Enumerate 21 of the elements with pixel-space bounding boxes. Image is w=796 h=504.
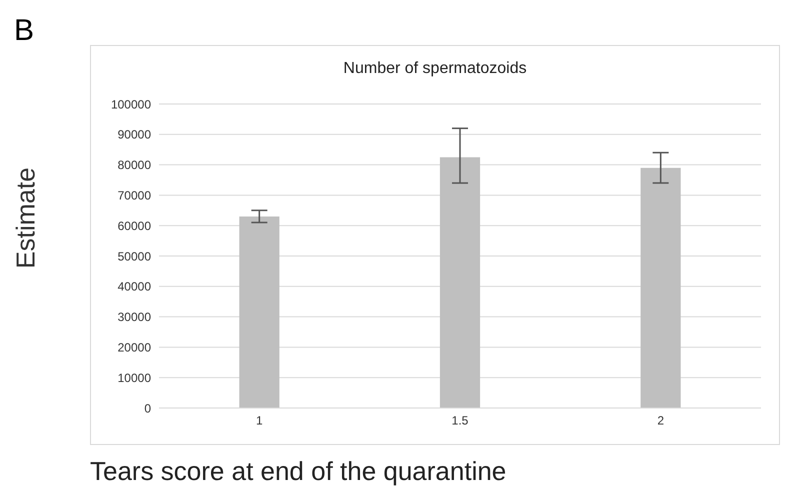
text: B bbox=[14, 14, 34, 48]
y-axis-title: Estimate bbox=[10, 167, 42, 269]
chart-title: Number of spermatozoids bbox=[342, 60, 528, 78]
bar bbox=[640, 168, 681, 408]
y-tick-label: 100000 bbox=[110, 97, 152, 112]
y-tick-label: 0 bbox=[144, 401, 152, 416]
y-tick-label: 40000 bbox=[118, 280, 152, 294]
x-tick-label: 1 bbox=[256, 414, 263, 428]
y-tick-label: 30000 bbox=[118, 310, 152, 324]
y-tick-label: 50000 bbox=[118, 249, 152, 264]
bar bbox=[440, 157, 480, 408]
y-tick-label: 90000 bbox=[118, 128, 152, 142]
y-tick-label: 20000 bbox=[118, 340, 152, 354]
x-tick-label: 2 bbox=[657, 414, 664, 428]
y-tick-label: 80000 bbox=[118, 158, 152, 172]
bar bbox=[239, 216, 280, 408]
x-axis-title: Tears score at end of the quarantine bbox=[90, 456, 508, 487]
y-tick-label: 60000 bbox=[118, 218, 152, 233]
y-tick-label: 10000 bbox=[118, 370, 152, 385]
x-tick-label: 1.5 bbox=[452, 414, 469, 428]
y-tick-label: 70000 bbox=[118, 188, 152, 202]
